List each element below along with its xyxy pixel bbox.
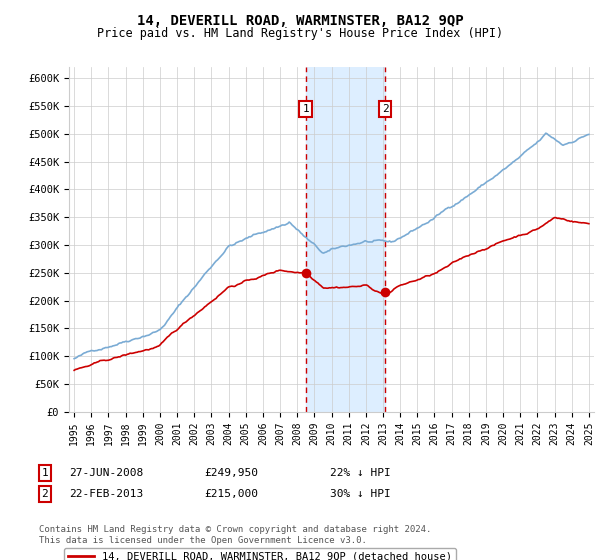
Text: 14, DEVERILL ROAD, WARMINSTER, BA12 9QP: 14, DEVERILL ROAD, WARMINSTER, BA12 9QP	[137, 14, 463, 28]
Legend: 14, DEVERILL ROAD, WARMINSTER, BA12 9QP (detached house), HPI: Average price, de: 14, DEVERILL ROAD, WARMINSTER, BA12 9QP …	[64, 548, 457, 560]
Text: 1: 1	[41, 468, 49, 478]
Text: 2: 2	[382, 104, 389, 114]
Text: £249,950: £249,950	[204, 468, 258, 478]
Text: 22-FEB-2013: 22-FEB-2013	[69, 489, 143, 499]
Text: 1: 1	[302, 104, 309, 114]
Text: 2: 2	[41, 489, 49, 499]
Text: 30% ↓ HPI: 30% ↓ HPI	[330, 489, 391, 499]
Text: Price paid vs. HM Land Registry's House Price Index (HPI): Price paid vs. HM Land Registry's House …	[97, 27, 503, 40]
Text: Contains HM Land Registry data © Crown copyright and database right 2024.
This d: Contains HM Land Registry data © Crown c…	[39, 525, 431, 545]
Text: £215,000: £215,000	[204, 489, 258, 499]
Text: 22% ↓ HPI: 22% ↓ HPI	[330, 468, 391, 478]
Bar	[305, 67, 385, 412]
Text: 27-JUN-2008: 27-JUN-2008	[69, 468, 143, 478]
